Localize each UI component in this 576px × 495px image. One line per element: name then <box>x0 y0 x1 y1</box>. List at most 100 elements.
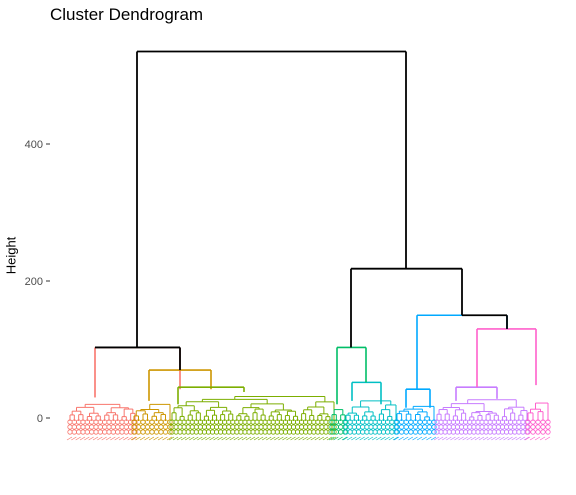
leaf-marker <box>355 429 362 435</box>
leaf-marker <box>106 429 112 435</box>
leaf-label-mark <box>245 436 252 441</box>
leaf-label-mark <box>462 436 468 441</box>
leaf-marker <box>110 429 116 435</box>
leaf-label-mark <box>278 436 284 441</box>
leaf-marker <box>364 429 370 435</box>
leaf-marker <box>540 424 546 430</box>
y-tick-label: 200 <box>25 276 43 288</box>
leaf-marker <box>158 424 164 430</box>
leaf-label-mark <box>314 436 320 441</box>
leaf-label-mark <box>209 436 215 441</box>
leaf-marker <box>80 429 86 435</box>
leaf-label-mark <box>515 436 521 441</box>
leaf-marker <box>412 429 419 435</box>
leaf-label-mark <box>148 436 155 441</box>
leaf-marker <box>385 424 391 430</box>
leaf-label-mark <box>157 436 164 441</box>
leaf-label-mark <box>302 436 308 441</box>
leaf-label-mark <box>71 436 77 441</box>
leaf-label-mark <box>241 436 248 441</box>
leaf-marker <box>89 429 95 435</box>
leaf-marker <box>102 424 108 430</box>
leaf-marker <box>389 424 395 430</box>
leaf-label-mark <box>261 436 268 441</box>
leaf-label-mark <box>237 436 244 441</box>
leaf-marker <box>535 424 541 430</box>
leaf-label-mark <box>180 436 187 441</box>
leaf-marker <box>110 424 116 430</box>
leaf-label-mark <box>437 436 444 441</box>
leaf-marker <box>431 419 437 425</box>
leaf-marker <box>368 424 374 430</box>
leaf-label-mark <box>189 436 195 441</box>
leaf-marker <box>355 424 362 430</box>
leaf-marker <box>149 424 155 430</box>
leaf-marker <box>123 424 129 430</box>
leaf-label-mark <box>442 436 448 441</box>
leaf-label-mark <box>225 436 231 441</box>
leaf-marker <box>97 424 103 430</box>
leaf-label-mark <box>487 436 493 441</box>
leaf-label-mark <box>201 436 207 441</box>
leaf-label-mark <box>412 436 418 441</box>
leaf-label-mark <box>407 436 414 441</box>
leaf-label-mark <box>286 436 292 441</box>
leaf-marker <box>525 424 531 430</box>
leaf-label-mark <box>221 436 227 441</box>
leaf-marker <box>84 424 90 430</box>
leaf-marker <box>71 424 77 430</box>
leaf-marker <box>97 429 103 435</box>
leaf-label-mark <box>392 436 399 441</box>
leaf-label-mark <box>166 436 173 441</box>
leaf-marker <box>360 429 366 435</box>
y-tick-label: 0 <box>37 413 43 425</box>
leaf-marker <box>144 424 151 430</box>
leaf-marker <box>380 424 387 430</box>
leaf-marker <box>338 424 344 430</box>
leaf-marker <box>540 419 546 425</box>
leaf-label-mark <box>363 436 370 441</box>
leaf-marker <box>140 424 146 430</box>
leaf-label-mark <box>341 436 348 441</box>
leaf-label-mark <box>519 436 526 441</box>
leaf-label-mark <box>84 436 90 441</box>
leaf-label-mark <box>430 436 437 441</box>
leaf-label-mark <box>197 436 203 441</box>
leaf-label-mark <box>274 436 280 441</box>
leaf-marker <box>426 429 432 435</box>
leaf-marker <box>535 429 541 435</box>
leaf-label-mark <box>503 436 509 441</box>
leaf-marker <box>67 424 73 430</box>
leaf-label-mark <box>458 436 464 441</box>
leaf-marker <box>167 419 173 425</box>
leaf-label-mark <box>478 436 485 441</box>
leaf-label-mark <box>403 436 409 441</box>
leaf-label-mark <box>529 436 536 441</box>
leaf-label-mark <box>523 436 530 441</box>
leaf-marker <box>399 424 405 430</box>
leaf-marker <box>389 429 395 435</box>
leaf-marker <box>167 429 173 435</box>
leaf-label-mark <box>88 436 94 441</box>
leaf-marker <box>80 424 86 430</box>
leaf-label-mark <box>213 436 219 441</box>
leaf-marker <box>412 424 419 430</box>
leaf-label-mark <box>185 436 191 441</box>
leaf-label-mark <box>123 436 129 441</box>
leaf-label-mark <box>217 436 223 441</box>
leaf-label-mark <box>426 436 432 441</box>
leaf-marker <box>84 429 90 435</box>
leaf-label-mark <box>114 436 120 441</box>
leaf-label-mark <box>524 436 531 441</box>
leaf-label-mark <box>318 436 325 441</box>
leaf-marker <box>376 429 382 435</box>
leaf-label-mark <box>495 436 501 441</box>
leaf-label-mark <box>153 436 159 441</box>
leaf-label-mark <box>162 436 168 441</box>
leaf-label-mark <box>97 436 103 441</box>
leaf-label-mark <box>539 436 546 441</box>
leaf-label-mark <box>193 436 199 441</box>
leaf-marker <box>417 429 423 435</box>
leaf-label-mark <box>205 436 211 441</box>
leaf-marker <box>372 429 378 435</box>
